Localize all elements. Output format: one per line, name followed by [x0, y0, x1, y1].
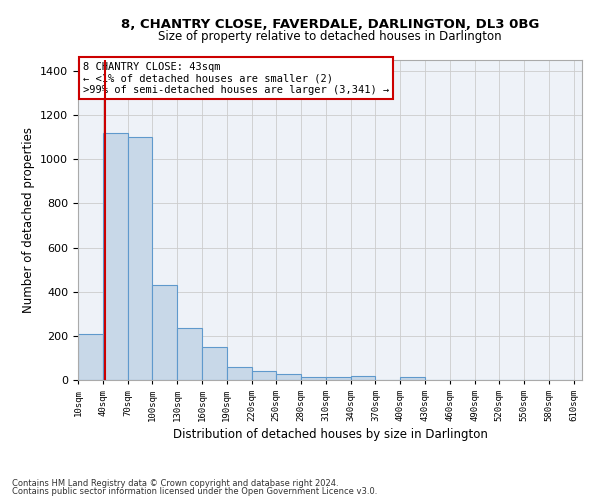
Bar: [400, 376, 425, 380]
Text: 8 CHANTRY CLOSE: 43sqm
← <1% of detached houses are smaller (2)
>99% of semi-det: 8 CHANTRY CLOSE: 43sqm ← <1% of detached…: [83, 62, 389, 95]
Bar: [128, 137, 152, 380]
Text: Contains HM Land Registry data © Crown copyright and database right 2024.: Contains HM Land Registry data © Crown c…: [12, 478, 338, 488]
Bar: [350, 376, 376, 380]
Bar: [177, 328, 202, 380]
Bar: [103, 133, 128, 380]
X-axis label: Distribution of detached houses by size in Darlington: Distribution of detached houses by size …: [173, 428, 487, 441]
Y-axis label: Number of detached properties: Number of detached properties: [22, 127, 35, 313]
Bar: [78, 334, 103, 380]
Bar: [326, 376, 350, 380]
Text: Size of property relative to detached houses in Darlington: Size of property relative to detached ho…: [158, 30, 502, 43]
Text: Contains public sector information licensed under the Open Government Licence v3: Contains public sector information licen…: [12, 487, 377, 496]
Text: 8, CHANTRY CLOSE, FAVERDALE, DARLINGTON, DL3 0BG: 8, CHANTRY CLOSE, FAVERDALE, DARLINGTON,…: [121, 18, 539, 30]
Bar: [152, 285, 177, 380]
Bar: [276, 374, 301, 380]
Bar: [202, 348, 227, 380]
Bar: [227, 367, 251, 380]
Bar: [251, 371, 276, 380]
Bar: [301, 376, 326, 380]
